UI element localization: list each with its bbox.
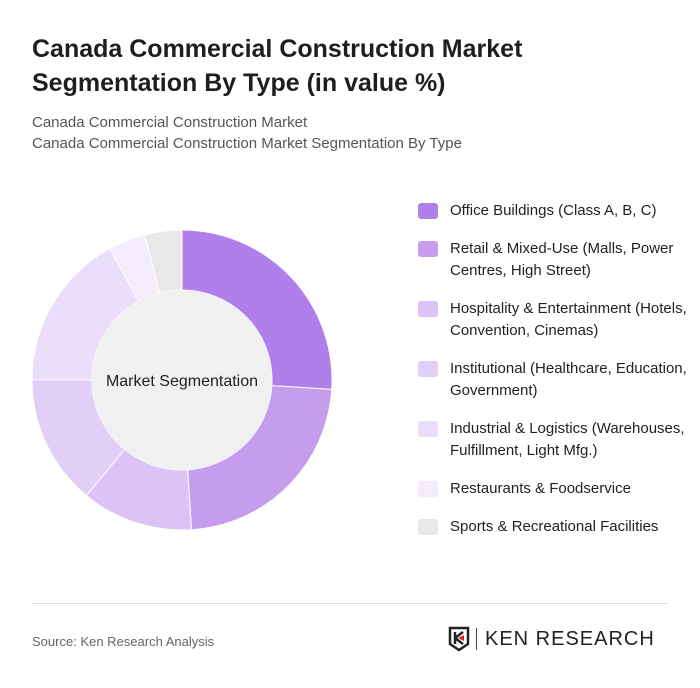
legend-swatch [418,203,438,219]
subtitle-market: Canada Commercial Construction Market [32,114,308,131]
legend-swatch [418,481,438,497]
legend-item: Institutional (Healthcare, Education, Go… [418,358,688,402]
legend-label: Industrial & Logistics (Warehouses, Fulf… [450,420,685,459]
legend-swatch [418,519,438,535]
legend-label: Hospitality & Entertainment (Hotels, Con… [450,300,687,339]
chart-title: Canada Commercial Construction Market Se… [32,35,523,97]
logo-text: KEN RESEARCH [485,627,655,650]
subtitle-segmentation: Canada Commercial Construction Market Se… [32,135,462,152]
legend-label: Institutional (Healthcare, Education, Go… [450,360,687,399]
legend-swatch [418,421,438,437]
legend-item: Hospitality & Entertainment (Hotels, Con… [418,298,688,342]
legend-label: Retail & Mixed-Use (Malls, Power Centres… [450,240,674,279]
legend-item: Industrial & Logistics (Warehouses, Fulf… [418,418,688,462]
donut-chart: Market Segmentation [31,229,333,531]
center-label: Market Segmentation [106,373,258,390]
legend: Office Buildings (Class A, B, C) Retail &… [418,200,688,554]
legend-item: Retail & Mixed-Use (Malls, Power Centres… [418,238,688,282]
legend-item: Restaurants & Foodservice [418,478,688,500]
donut-hole [92,290,272,470]
ken-logo-icon [448,626,470,652]
divider [32,603,668,604]
legend-swatch [418,361,438,377]
legend-swatch [418,241,438,257]
legend-label: Office Buildings (Class A, B, C) [450,202,657,219]
legend-item: Sports & Recreational Facilities [418,516,688,538]
legend-swatch [418,301,438,317]
ken-research-logo: KEN RESEARCH [448,626,655,652]
legend-item: Office Buildings (Class A, B, C) [418,200,688,222]
legend-label: Restaurants & Foodservice [450,480,631,497]
legend-label: Sports & Recreational Facilities [450,518,659,535]
source-note: Source: Ken Research Analysis [32,634,215,649]
